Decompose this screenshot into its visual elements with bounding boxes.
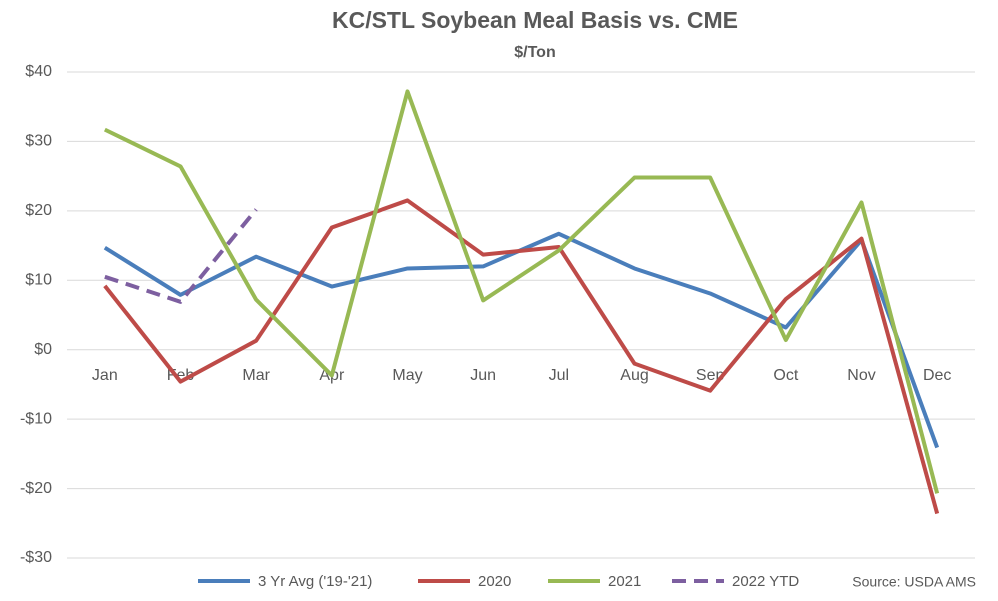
x-tick-label: Mar <box>242 367 270 384</box>
x-tick-label: May <box>392 367 422 384</box>
x-tick-label: Jun <box>470 367 496 384</box>
legend-label: 2022 YTD <box>732 573 799 590</box>
series-line <box>103 198 940 515</box>
y-tick-label: $20 <box>25 202 52 219</box>
y-tick-label: -$10 <box>20 410 52 427</box>
y-tick-label: $0 <box>34 341 52 358</box>
x-tick-label: Jan <box>92 367 118 384</box>
y-tick-label: $10 <box>25 272 52 289</box>
series-line <box>104 208 258 304</box>
y-tick-label: $40 <box>25 63 52 80</box>
legend-label: 2020 <box>478 573 511 590</box>
x-tick-label: Jul <box>549 367 569 384</box>
x-tick-label: Oct <box>773 367 798 384</box>
y-tick-label: -$20 <box>20 480 52 497</box>
x-tick-label: Aug <box>620 367 648 384</box>
chart-subtitle: $/Ton <box>514 44 555 61</box>
source-note: Source: USDA AMS <box>852 574 976 590</box>
x-tick-label: Nov <box>847 367 875 384</box>
y-tick-label: $30 <box>25 133 52 150</box>
y-tick-label: -$30 <box>20 549 52 566</box>
x-tick-label: Dec <box>923 367 951 384</box>
series-line <box>103 89 940 494</box>
legend-label: 3 Yr Avg ('19-'21) <box>258 573 372 590</box>
chart-title: KC/STL Soybean Meal Basis vs. CME <box>332 7 738 33</box>
series-line <box>103 231 940 449</box>
legend-label: 2021 <box>608 573 641 590</box>
